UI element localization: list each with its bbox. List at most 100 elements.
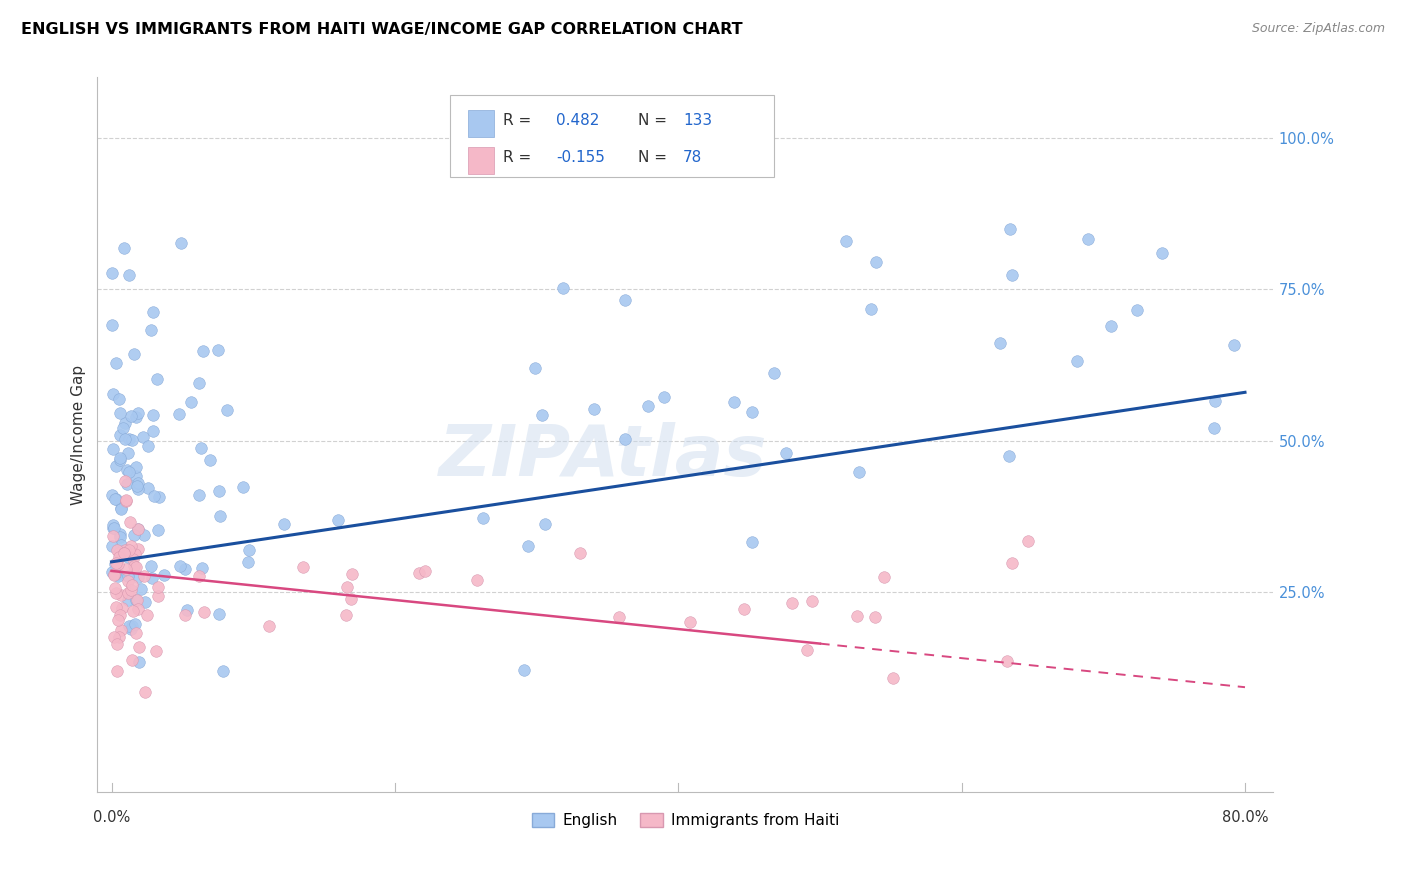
Point — [107, 392, 129, 406]
Point — [173, 608, 195, 623]
Point — [148, 523, 170, 537]
FancyBboxPatch shape — [468, 147, 494, 174]
Point — [997, 654, 1019, 668]
Point — [200, 452, 222, 467]
Point — [865, 610, 887, 624]
Point — [865, 255, 887, 269]
Point — [101, 565, 124, 579]
Point — [125, 479, 148, 493]
Point — [115, 477, 138, 491]
Point — [1099, 319, 1122, 334]
Point — [207, 483, 229, 498]
Point — [613, 432, 636, 446]
Point — [882, 671, 904, 685]
Point — [998, 449, 1021, 463]
Point — [652, 390, 675, 404]
Point — [101, 488, 124, 502]
Point — [105, 492, 128, 507]
Text: R =: R = — [503, 151, 531, 165]
Point — [105, 586, 128, 600]
Point — [139, 559, 162, 574]
Point — [170, 236, 193, 251]
Point — [117, 462, 139, 476]
Point — [148, 589, 170, 603]
Point — [110, 588, 132, 602]
Point — [142, 408, 165, 422]
Point — [110, 600, 132, 615]
Point — [117, 569, 139, 583]
Y-axis label: Wage/Income Gap: Wage/Income Gap — [72, 365, 86, 505]
Point — [146, 580, 169, 594]
Point — [107, 557, 129, 571]
Point — [1202, 421, 1225, 435]
Point — [873, 570, 896, 584]
Point — [108, 406, 131, 420]
Point — [127, 602, 149, 616]
Point — [108, 450, 131, 465]
Point — [117, 550, 139, 565]
Point — [762, 366, 785, 380]
Point — [118, 432, 141, 446]
Point — [291, 560, 314, 574]
Point — [582, 402, 605, 417]
Point — [118, 542, 141, 557]
Text: R =: R = — [503, 113, 531, 128]
Point — [207, 607, 229, 622]
Point — [125, 560, 148, 574]
Point — [215, 402, 238, 417]
Point — [117, 446, 139, 460]
Point — [190, 441, 212, 455]
Point — [122, 528, 145, 542]
Point — [107, 549, 129, 564]
Point — [117, 618, 139, 632]
Point — [105, 600, 128, 615]
Point — [121, 604, 143, 618]
Point — [114, 416, 136, 430]
Point — [835, 234, 858, 248]
Point — [101, 520, 124, 534]
Point — [1126, 303, 1149, 318]
Point — [110, 502, 132, 516]
FancyBboxPatch shape — [450, 95, 773, 178]
FancyBboxPatch shape — [468, 110, 494, 136]
Point — [152, 568, 174, 582]
Point — [125, 460, 148, 475]
Point — [180, 394, 202, 409]
Point — [127, 570, 149, 584]
Point — [142, 424, 165, 438]
Point — [117, 586, 139, 600]
Point — [110, 500, 132, 515]
Point — [145, 644, 167, 658]
Point — [530, 408, 553, 422]
Point — [125, 592, 148, 607]
Point — [127, 541, 149, 556]
Point — [859, 301, 882, 316]
Point — [607, 610, 630, 624]
Point — [103, 630, 125, 644]
Text: ENGLISH VS IMMIGRANTS FROM HAITI WAGE/INCOME GAP CORRELATION CHART: ENGLISH VS IMMIGRANTS FROM HAITI WAGE/IN… — [21, 22, 742, 37]
Point — [232, 480, 254, 494]
Point — [105, 458, 128, 473]
Point — [124, 616, 146, 631]
Point — [108, 428, 131, 442]
Point — [775, 445, 797, 459]
Point — [124, 547, 146, 561]
Text: Source: ZipAtlas.com: Source: ZipAtlas.com — [1251, 22, 1385, 36]
Point — [101, 517, 124, 532]
Point — [118, 268, 141, 282]
Point — [107, 543, 129, 558]
Point — [524, 360, 547, 375]
Point — [174, 562, 197, 576]
Point — [990, 335, 1012, 350]
Point — [124, 347, 146, 361]
Point — [326, 513, 349, 527]
Point — [112, 547, 135, 561]
Point — [1152, 246, 1174, 260]
Point — [110, 538, 132, 552]
Point — [132, 569, 155, 583]
Point — [741, 405, 763, 419]
Point — [131, 582, 153, 596]
Text: 0.482: 0.482 — [555, 113, 599, 128]
Point — [125, 625, 148, 640]
Point — [108, 547, 131, 561]
